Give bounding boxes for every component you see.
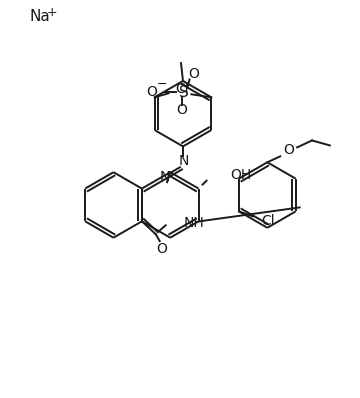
- Text: O: O: [156, 242, 167, 256]
- Text: N: N: [179, 154, 189, 168]
- Text: O: O: [147, 85, 157, 100]
- Text: Cl: Cl: [261, 215, 275, 228]
- Text: O: O: [284, 143, 294, 157]
- Text: O: O: [176, 103, 187, 117]
- Text: S: S: [179, 85, 188, 100]
- Text: Na: Na: [29, 9, 50, 24]
- Text: Cl: Cl: [176, 82, 189, 96]
- Text: O: O: [188, 68, 199, 82]
- Text: N: N: [160, 170, 170, 184]
- Text: −: −: [157, 78, 167, 91]
- Text: +: +: [47, 6, 58, 19]
- Text: NH: NH: [184, 216, 204, 230]
- Text: OH: OH: [230, 168, 252, 182]
